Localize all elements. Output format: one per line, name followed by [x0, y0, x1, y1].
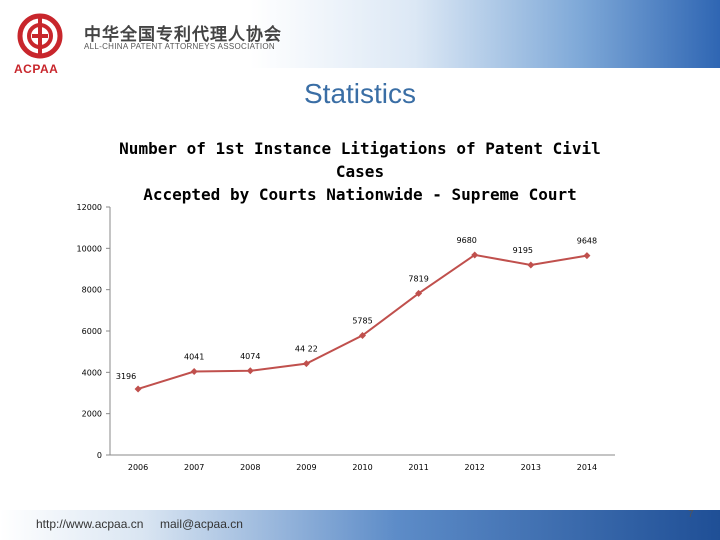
logo-text: ACPAA — [14, 62, 59, 76]
footer-url-link[interactable]: http://www.acpaa.cn — [36, 517, 144, 531]
org-name-cn: 中华全国专利代理人协会 — [84, 25, 282, 45]
data-label: 5785 — [352, 316, 372, 325]
x-tick-label: 2011 — [408, 463, 428, 472]
org-name-en: ALL-CHINA PATENT ATTORNEYS ASSOCIATION — [84, 42, 275, 51]
x-tick-label: 2009 — [296, 463, 316, 472]
x-tick-label: 2010 — [352, 463, 372, 472]
header-band — [250, 0, 720, 68]
y-tick-label: 2000 — [82, 410, 102, 419]
data-point — [583, 252, 591, 260]
x-tick-label: 2013 — [521, 463, 541, 472]
data-point — [359, 331, 366, 339]
x-tick-label: 2007 — [184, 463, 204, 472]
data-point — [415, 289, 423, 297]
x-tick-label: 2008 — [240, 463, 260, 472]
data-label: 4041 — [184, 352, 204, 361]
y-tick-label: 4000 — [82, 368, 102, 377]
data-point — [302, 360, 310, 368]
y-tick-label: 12000 — [77, 203, 102, 212]
data-label: 3196 — [116, 372, 136, 381]
data-label: 4074 — [240, 352, 260, 361]
footer-mail-link[interactable]: mail@acpaa.cn — [160, 517, 243, 531]
chart-title: Number of 1st Instance Litigations of Pa… — [100, 137, 620, 206]
slide-title: Statistics — [303, 78, 417, 109]
data-point — [471, 251, 479, 259]
x-tick-label: 2014 — [577, 463, 597, 472]
data-point — [134, 385, 142, 393]
data-point — [246, 367, 254, 375]
x-tick-label: 2006 — [128, 463, 148, 472]
data-label: 7819 — [408, 274, 428, 283]
data-point — [190, 367, 198, 375]
y-tick-label: 8000 — [82, 286, 102, 295]
x-tick-label: 2012 — [465, 463, 485, 472]
footer-bar — [0, 510, 720, 540]
y-tick-label: 6000 — [82, 327, 102, 336]
page-number: 7 — [688, 509, 694, 520]
chart-title-line-2: Accepted by Courts Nationwide - Supreme … — [143, 185, 577, 204]
y-tick-label: 10000 — [77, 244, 102, 253]
data-point — [527, 261, 535, 269]
data-label: 44 22 — [295, 345, 318, 354]
line-chart: 0 2000 4000 6000 8000 10000 12000 2006 2007 2008 2… — [77, 203, 615, 472]
y-tick-label: 0 — [97, 451, 102, 460]
acpaa-logo-icon — [17, 13, 63, 59]
data-label: 9648 — [577, 237, 597, 246]
chart-title-line-1: Number of 1st Instance Litigations of Pa… — [119, 139, 601, 181]
data-label: 9680 — [457, 236, 477, 245]
data-label: 9195 — [513, 246, 533, 255]
header: ACPAA 中华全国专利代理人协会 ALL-CHINA PATENT ATTOR… — [0, 0, 720, 80]
